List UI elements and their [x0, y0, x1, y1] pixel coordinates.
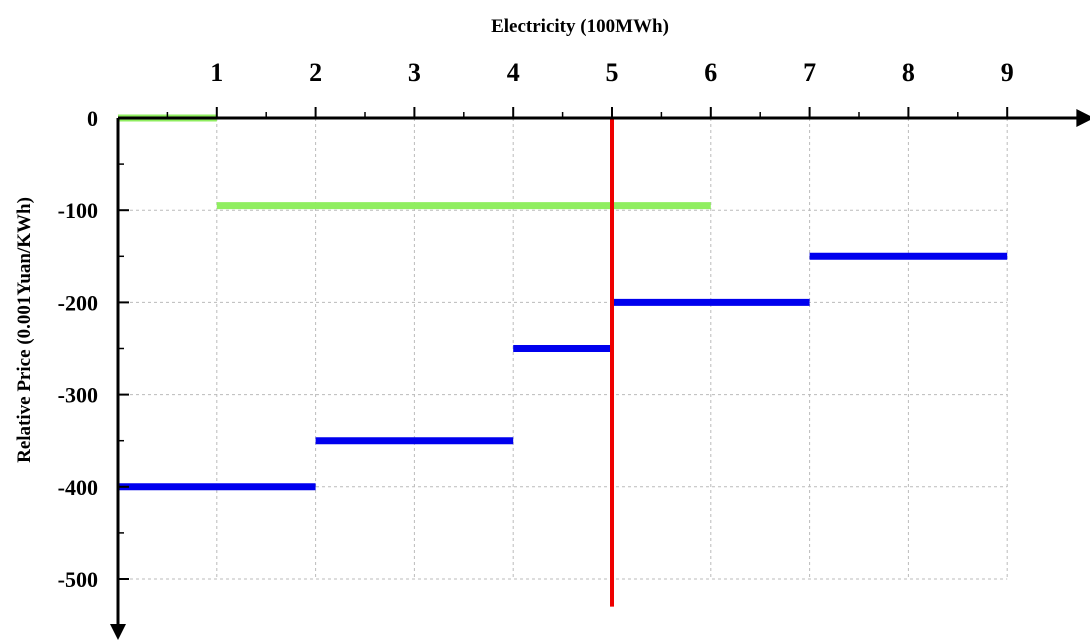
x-tick-label: 4 — [507, 58, 520, 87]
x-tick-label: 6 — [704, 58, 717, 87]
y-tick-label: -500 — [58, 567, 98, 592]
x-axis-title: Electricity (100MWh) — [491, 16, 669, 37]
y-tick-label: -200 — [58, 290, 98, 315]
y-axis-arrow — [110, 624, 126, 640]
y-tick-label: 0 — [87, 106, 98, 131]
y-tick-label: -300 — [58, 383, 98, 408]
x-axis-arrow — [1076, 109, 1090, 127]
plot-series — [118, 114, 1008, 607]
y-axis-title: Relative Price (0.001Yuan/KWh) — [14, 197, 35, 463]
axes — [110, 107, 1090, 640]
y-tick-label: -100 — [58, 198, 98, 223]
x-tick-label: 3 — [408, 58, 421, 87]
x-tick-label: 8 — [902, 58, 915, 87]
x-tick-label: 1 — [210, 58, 223, 87]
x-tick-label: 7 — [803, 58, 816, 87]
x-tick-label: 9 — [1001, 58, 1014, 87]
tick-labels: 1 2 3 4 5 6 7 8 9 0 -100 -200 -300 -400 -500 — [58, 58, 1014, 592]
y-tick-label: -400 — [58, 475, 98, 500]
x-tick-label: 5 — [606, 58, 619, 87]
x-tick-label: 2 — [309, 58, 322, 87]
